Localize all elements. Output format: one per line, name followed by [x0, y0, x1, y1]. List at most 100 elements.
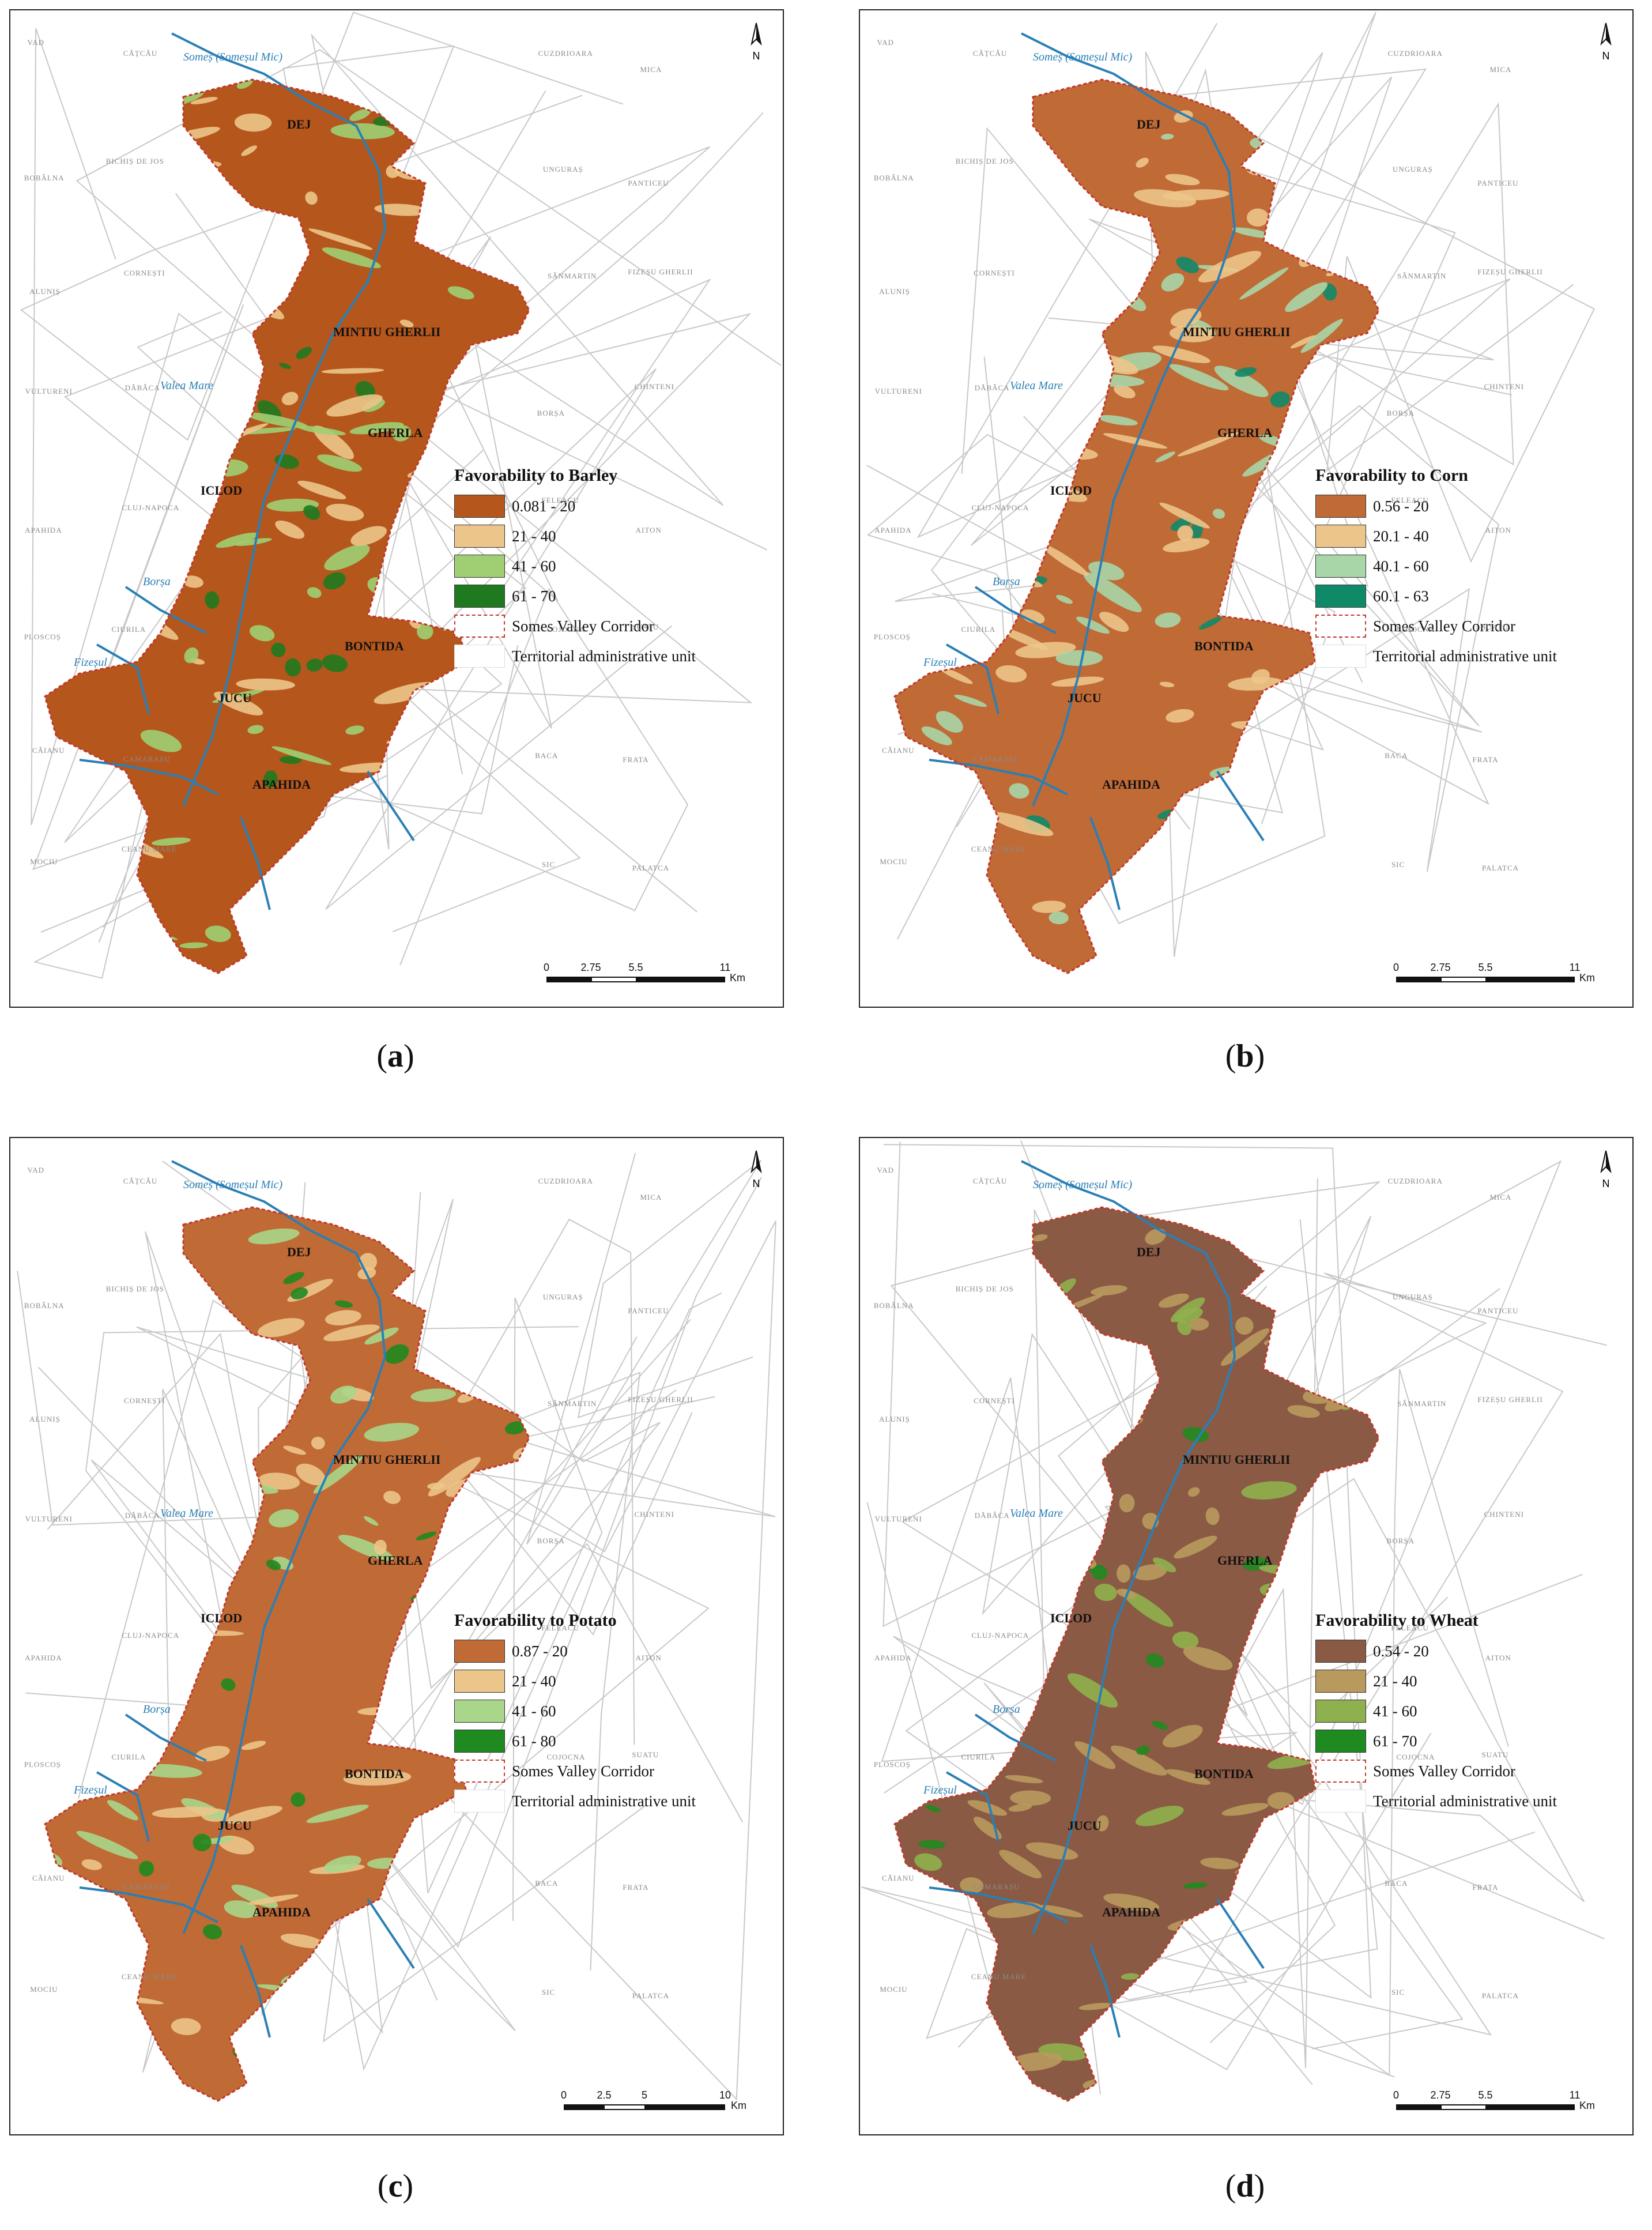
favorability-patch [555, 287, 578, 308]
admin-unit-label: Territorial administrative unit [1373, 647, 1557, 665]
favorability-patch [1119, 1494, 1135, 1513]
favorability-patch [476, 710, 529, 743]
legend-class-label: 21 - 40 [512, 1672, 556, 1690]
favorability-patch [1439, 1240, 1468, 1267]
legend-title: Favorability to Potato [454, 1611, 617, 1630]
place-label: AITON [635, 1653, 662, 1662]
place-label: PANTICEU [1477, 178, 1519, 187]
favorability-patch [271, 746, 332, 765]
favorability-patch [76, 1322, 110, 1348]
favorability-patch [45, 194, 89, 206]
legend-swatch [454, 1670, 505, 1693]
favorability-patch [280, 1933, 325, 1949]
favorability-patch [10, 1560, 32, 1591]
river-label: Someș (Someșul Mic) [183, 51, 283, 63]
favorability-patch [511, 910, 529, 925]
favorability-patch [502, 820, 519, 828]
favorability-patch [10, 115, 39, 153]
favorability-patch [258, 1472, 300, 1490]
favorability-patch [326, 503, 364, 521]
favorability-patch [495, 423, 516, 441]
favorability-patch [60, 820, 91, 835]
favorability-patch [201, 1145, 263, 1181]
corridor-swatch [1315, 615, 1366, 638]
favorability-patch [344, 924, 360, 938]
favorability-patch [78, 491, 104, 498]
favorability-patch [1187, 1487, 1200, 1497]
place-label: DĂBÂCA [125, 383, 160, 393]
favorability-patch [335, 803, 356, 813]
favorability-patch [491, 729, 514, 737]
place-label: CAMARAȘU [972, 1882, 1020, 1892]
favorability-patch [935, 1340, 994, 1364]
place-label: CIURILA [111, 1752, 146, 1761]
map-canvas [10, 1145, 776, 2102]
legend: Favorability to Barley 0.081 - 20 21 - 4… [454, 466, 696, 671]
favorability-patch [1159, 65, 1177, 82]
favorability-patch [262, 274, 278, 287]
place-label: BACA [535, 751, 559, 760]
favorability-patch [526, 1887, 529, 1917]
town-label: ICLOD [201, 1611, 243, 1625]
river-label: Fizeșul [74, 656, 107, 669]
caption-c: (c) [377, 2168, 414, 2204]
river-label: Borșa [993, 1703, 1020, 1716]
place-label: UNGURAȘ [542, 165, 583, 174]
favorability-patch [350, 526, 387, 546]
favorability-patch [1338, 839, 1366, 852]
admin-unit-label: Territorial administrative unit [512, 647, 696, 665]
favorability-patch [308, 228, 373, 250]
favorability-patch [326, 394, 383, 417]
favorability-patch [349, 422, 404, 435]
legend-class-label: 61 - 80 [512, 1732, 556, 1750]
favorability-patch [1161, 273, 1185, 292]
admin-boundary-line [33, 645, 519, 979]
favorability-patch [473, 1261, 496, 1276]
favorability-patch [216, 532, 259, 548]
place-label: SIC [541, 860, 556, 869]
river-line [171, 32, 387, 807]
favorability-patch [1251, 669, 1270, 684]
place-label: FELEACU [541, 1623, 579, 1633]
favorability-patch [940, 180, 966, 202]
admin-boundary-line [1239, 127, 1596, 563]
rivers [929, 1160, 1265, 2038]
favorability-patch [403, 1177, 424, 1194]
favorability-patch [1322, 1371, 1371, 1387]
scale-tick: 5.5 [1478, 2089, 1493, 2101]
admin-boundary-line [882, 1142, 1564, 1994]
favorability-patch [978, 322, 996, 334]
favorability-patch [959, 544, 1002, 563]
favorability-patch [1224, 911, 1244, 922]
favorability-patch [181, 408, 198, 420]
town-label: APAHIDA [1102, 777, 1161, 792]
caption-d: (d) [1225, 2168, 1265, 2204]
favorability-patch [1307, 1277, 1353, 1317]
favorability-patch [1209, 766, 1266, 783]
favorability-patch [61, 1668, 72, 1677]
favorability-patch [1278, 200, 1318, 207]
place-label: FRATA [623, 1882, 649, 1892]
place-label: COJOCNA [1396, 624, 1435, 634]
favorability-patch [691, 747, 732, 774]
favorability-patch [1205, 1507, 1220, 1525]
favorability-patch [311, 1437, 325, 1449]
favorability-patch [914, 1853, 942, 1871]
favorability-patch [100, 1729, 123, 1738]
favorability-patch [1552, 1388, 1602, 1430]
map-panel-a: N Favorability to Barley 0.081 - 20 21 -… [9, 9, 784, 1008]
place-label: BICHIȘ DE JOS [955, 156, 1014, 165]
favorability-patch [1413, 435, 1447, 455]
favorability-patch [270, 887, 296, 902]
favorability-patch [313, 1455, 363, 1494]
favorability-patch [263, 770, 278, 788]
place-label: CĂȚCĂU [972, 49, 1008, 58]
place-label: BACA [1385, 751, 1408, 760]
favorability-patch [364, 1422, 419, 1442]
place-label: MOCIU [30, 1985, 58, 1994]
favorability-patch [443, 1290, 459, 1304]
place-label: CEANU MARE [971, 845, 1027, 854]
scale-tick: 0 [543, 962, 550, 973]
place-label: PLOSCOȘ [24, 632, 61, 641]
place-label: VULTURENI [25, 387, 73, 396]
